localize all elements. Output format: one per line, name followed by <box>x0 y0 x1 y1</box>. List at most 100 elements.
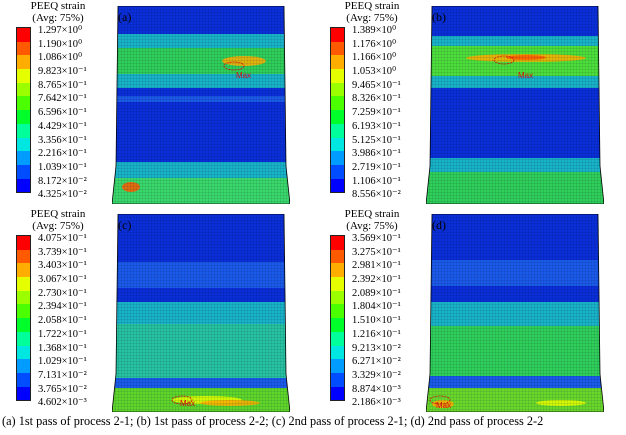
legend-tick-label: 1.297×10⁰ <box>38 25 83 36</box>
legend-title-line1: PEEQ strain <box>30 0 86 12</box>
legend-tick-label: 8.172×10⁻² <box>38 175 87 187</box>
legend-tick-label: 4.325×10⁻² <box>38 189 87 201</box>
legend-title-line1: PEEQ strain <box>30 208 86 220</box>
legend-swatch <box>331 96 344 111</box>
max-label: Max <box>436 401 451 410</box>
part-outline <box>112 214 290 412</box>
panel-label: (a) <box>118 10 132 24</box>
legend-title-line2: (Avg: 75%) <box>32 220 84 232</box>
legend-swatch <box>17 69 30 83</box>
legend-tick-label: 8.765×10⁻¹ <box>38 79 87 91</box>
legend-tick-label: 1.053×10⁰ <box>352 66 397 78</box>
max-marker <box>171 395 193 405</box>
legend-tick-label: 3.986×10⁻¹ <box>352 148 401 160</box>
part-outline <box>426 214 604 412</box>
legend-swatch <box>17 55 30 70</box>
legend-swatch <box>17 151 30 165</box>
legend-swatch <box>17 164 30 179</box>
legend-swatch <box>331 28 344 42</box>
legend-tick-label: 3.739×10⁻¹ <box>38 246 87 258</box>
legend-swatch <box>331 55 344 70</box>
legend-swatch <box>331 164 344 179</box>
strain-contour-plot: Max <box>426 214 604 412</box>
legend-title-line2: (Avg: 75%) <box>346 12 398 24</box>
legend-swatch <box>17 41 30 56</box>
legend-tick-label: 6.596×10⁻¹ <box>38 107 87 119</box>
legend-tick-label: 3.275×10⁻¹ <box>352 246 401 258</box>
legend-tick-label: 1.039×10⁻¹ <box>38 161 87 173</box>
legend-ticks: 4.075×10⁻¹ 3.739×10⁻¹ 3.403×10⁻¹ 3.067×10⁻¹… <box>38 232 87 410</box>
legend-tick-label: 1.176×10⁰ <box>352 38 397 50</box>
max-marker <box>429 395 451 405</box>
legend-tick-label: 3.403×10⁻¹ <box>38 260 87 272</box>
contour-panel: PEEQ strain (Avg: 75%) 3.569×10⁻¹ 3.275×10⁻… <box>314 208 622 415</box>
legend-tick-label: 7.131×10⁻² <box>38 369 87 381</box>
legend-swatch <box>331 290 344 305</box>
legend-swatch <box>17 386 30 401</box>
legend-tick-label: 9.213×10⁻² <box>352 342 401 354</box>
legend-tick-label: 6.193×10⁻¹ <box>352 120 401 132</box>
legend-colorbar <box>16 235 31 402</box>
legend-swatch <box>331 277 344 291</box>
legend-swatch <box>17 137 30 152</box>
legend-tick-label: 1.166×10⁰ <box>352 52 397 64</box>
legend-swatch <box>331 249 344 264</box>
legend-title-line2: (Avg: 75%) <box>32 12 84 24</box>
max-label: Max <box>518 71 533 80</box>
legend-tick-label: 7.642×10⁻¹ <box>38 93 87 105</box>
legend-tick-label: 2.730×10⁻¹ <box>38 287 87 299</box>
legend-swatch <box>17 372 30 387</box>
legend-tick-label: 2.058×10⁻¹ <box>38 315 87 327</box>
legend-colorbar <box>330 27 345 194</box>
legend-swatch <box>17 277 30 291</box>
legend-tick-label: 8.874×10⁻³ <box>352 383 401 395</box>
strain-contour-plot: Max <box>112 214 290 412</box>
legend-tick-label: 3.329×10⁻² <box>352 369 401 381</box>
legend-swatch <box>331 151 344 165</box>
legend-swatch <box>17 249 30 264</box>
legend-swatch <box>17 28 30 42</box>
figure-caption: (a) 1st pass of process 2-1; (b) 1st pas… <box>2 414 544 428</box>
legend-tick-label: 2.089×10⁻¹ <box>352 287 401 299</box>
legend-title: PEEQ strain (Avg: 75%) <box>326 0 418 24</box>
legend-swatch <box>17 263 30 278</box>
legend-title: PEEQ strain (Avg: 75%) <box>12 208 104 232</box>
mesh-grid <box>426 6 604 204</box>
legend-swatch <box>331 263 344 278</box>
legend-swatch <box>331 82 344 97</box>
legend-tick-label: 5.125×10⁻¹ <box>352 134 401 146</box>
max-marker <box>493 55 515 65</box>
legend-swatch <box>17 345 30 360</box>
legend-swatch <box>17 331 30 346</box>
legend-tick-label: 1.086×10⁰ <box>38 52 83 64</box>
legend-tick-label: 2.719×10⁻¹ <box>352 161 401 173</box>
legend-swatch <box>331 236 344 250</box>
mesh-grid <box>426 214 604 412</box>
legend-tick-label: 2.394×10⁻¹ <box>38 301 87 313</box>
legend-tick-label: 1.804×10⁻¹ <box>352 301 401 313</box>
legend-tick-label: 1.510×10⁻¹ <box>352 315 401 327</box>
legend-title-line2: (Avg: 75%) <box>346 220 398 232</box>
legend-colorbar <box>16 27 31 194</box>
max-marker <box>223 61 245 71</box>
legend-tick-label: 1.106×10⁻¹ <box>352 175 401 187</box>
legend-title-line1: PEEQ strain <box>344 0 400 12</box>
legend-swatch <box>331 318 344 332</box>
legend-swatch <box>331 304 344 319</box>
legend-title: PEEQ strain (Avg: 75%) <box>12 0 104 24</box>
legend-tick-label: 9.465×10⁻¹ <box>352 79 401 91</box>
max-label: Max <box>236 71 251 80</box>
legend-tick-label: 6.271×10⁻² <box>352 356 401 368</box>
legend-tick-label: 1.216×10⁻¹ <box>352 328 401 340</box>
legend-tick-label: 3.067×10⁻¹ <box>38 274 87 286</box>
legend-ticks: 3.569×10⁻¹ 3.275×10⁻¹ 2.981×10⁻¹ 2.392×10⁻¹… <box>352 232 401 410</box>
legend-swatch <box>17 304 30 319</box>
part-outline <box>426 6 604 204</box>
part-outline <box>112 6 290 204</box>
legend-swatch <box>17 178 30 193</box>
legend-swatch <box>17 236 30 250</box>
legend-tick-label: 1.389×10⁰ <box>352 25 397 36</box>
legend-swatch <box>17 359 30 373</box>
legend-title: PEEQ strain (Avg: 75%) <box>326 208 418 232</box>
legend-tick-label: 1.368×10⁻¹ <box>38 342 87 354</box>
